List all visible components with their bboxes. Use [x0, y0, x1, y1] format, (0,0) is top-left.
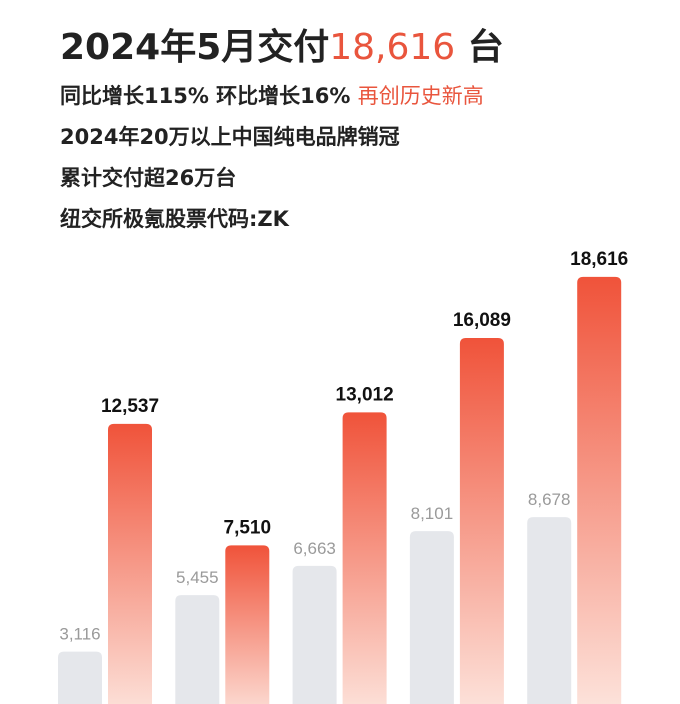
bar — [58, 651, 102, 704]
value-label: 7,510 — [224, 517, 272, 538]
title-part: 2024年5月交付 — [60, 27, 330, 68]
value-label: 6,663 — [293, 539, 336, 558]
value-label: 8,678 — [528, 490, 571, 509]
bar — [292, 565, 337, 704]
header: 2024年5月交付18,616 台 同比增长115% 环比增长16% 再创历史新… — [60, 18, 504, 240]
title-part: 台 — [455, 27, 504, 68]
bar — [527, 517, 572, 704]
subtitle-highlight: 再创历史新高 — [357, 84, 484, 108]
value-label: 12,537 — [101, 396, 159, 417]
value-label: 8,101 — [411, 504, 454, 523]
bar — [342, 412, 387, 704]
subtitle: 同比增长115% 环比增长16% 再创历史新高 — [60, 76, 504, 117]
bar — [225, 545, 270, 704]
title: 2024年5月交付18,616 台 — [60, 18, 504, 76]
value-label: 16,089 — [453, 310, 511, 331]
bar — [108, 423, 152, 704]
bar — [409, 531, 454, 704]
bar — [459, 337, 504, 704]
bar — [577, 276, 622, 704]
bar — [175, 595, 220, 704]
value-label: 3,116 — [59, 625, 100, 644]
value-label: 18,616 — [570, 249, 628, 270]
subtitle-text: 同比增长115% 环比增长16% — [60, 84, 358, 108]
value-label: 13,012 — [336, 384, 394, 405]
title-highlight: 18,616 — [329, 27, 456, 68]
subtitle: 累计交付超26万台 — [60, 166, 237, 190]
subtitle: 2024年20万以上中国纯电品牌销冠 — [60, 125, 400, 149]
subtitle: 纽交所极氪股票代码:ZK — [60, 207, 289, 231]
value-label: 5,455 — [176, 568, 219, 587]
